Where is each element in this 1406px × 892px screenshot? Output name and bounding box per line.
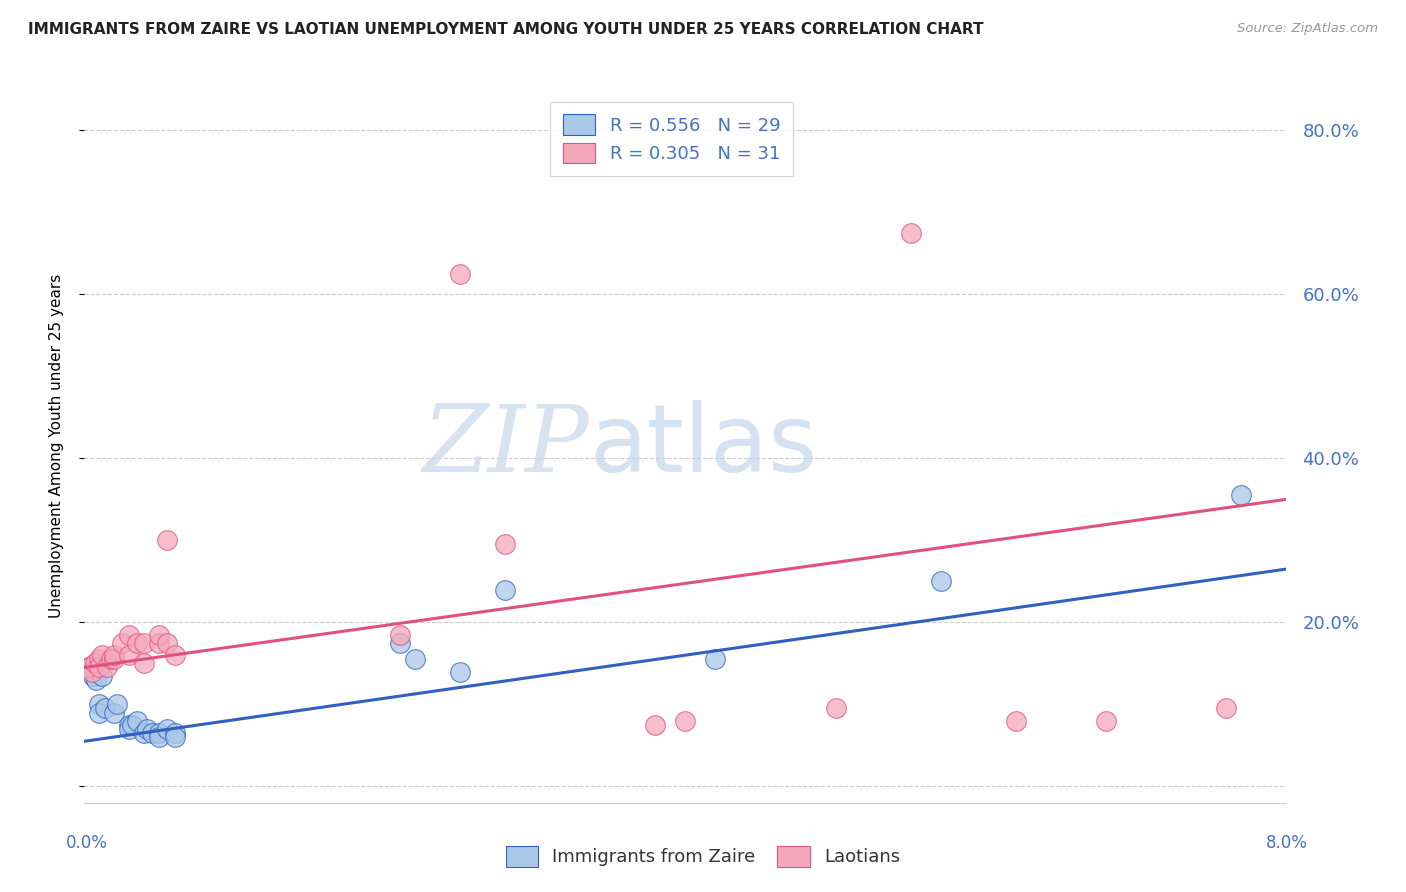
Text: 8.0%: 8.0%: [1265, 834, 1308, 852]
Point: [118, 627, 141, 641]
Point: [704, 652, 727, 666]
Legend: R = 0.556   N = 29, R = 0.305   N = 31: R = 0.556 N = 29, R = 0.305 N = 31: [550, 102, 793, 176]
Point: [449, 267, 471, 281]
Point: [148, 726, 170, 740]
Point: [141, 726, 163, 740]
Point: [156, 722, 179, 736]
Point: [89, 660, 111, 674]
Point: [125, 636, 148, 650]
Point: [80, 665, 103, 679]
Point: [900, 226, 922, 240]
Point: [96, 660, 118, 674]
Point: [125, 714, 148, 728]
Point: [404, 652, 426, 666]
Point: [103, 706, 125, 720]
Point: [163, 730, 186, 744]
Point: [1095, 714, 1118, 728]
Point: [148, 636, 170, 650]
Point: [929, 574, 952, 589]
Point: [89, 698, 111, 712]
Point: [148, 730, 170, 744]
Point: [824, 701, 846, 715]
Point: [89, 706, 111, 720]
Point: [107, 698, 129, 712]
Text: Source: ZipAtlas.com: Source: ZipAtlas.com: [1237, 22, 1378, 36]
Point: [136, 722, 159, 736]
Point: [82, 668, 104, 682]
Point: [494, 537, 516, 551]
Point: [163, 648, 186, 662]
Point: [118, 722, 141, 736]
Point: [134, 657, 156, 671]
Point: [644, 718, 666, 732]
Point: [94, 701, 117, 715]
Point: [91, 668, 114, 682]
Point: [156, 533, 179, 548]
Point: [89, 652, 111, 666]
Point: [103, 648, 125, 662]
Point: [83, 657, 105, 671]
Legend: Immigrants from Zaire, Laotians: Immigrants from Zaire, Laotians: [498, 838, 908, 874]
Point: [388, 627, 411, 641]
Point: [1215, 701, 1237, 715]
Point: [494, 582, 516, 597]
Point: [675, 714, 697, 728]
Point: [103, 652, 125, 666]
Point: [163, 726, 186, 740]
Point: [156, 636, 179, 650]
Y-axis label: Unemployment Among Youth under 25 years: Unemployment Among Youth under 25 years: [49, 274, 63, 618]
Point: [1005, 714, 1028, 728]
Point: [388, 636, 411, 650]
Point: [86, 673, 108, 687]
Point: [134, 636, 156, 650]
Point: [118, 718, 141, 732]
Point: [91, 648, 114, 662]
Point: [100, 652, 122, 666]
Point: [148, 627, 170, 641]
Text: IMMIGRANTS FROM ZAIRE VS LAOTIAN UNEMPLOYMENT AMONG YOUTH UNDER 25 YEARS CORRELA: IMMIGRANTS FROM ZAIRE VS LAOTIAN UNEMPLO…: [28, 22, 984, 37]
Text: ZIP: ZIP: [423, 401, 589, 491]
Point: [80, 665, 103, 679]
Text: atlas: atlas: [589, 400, 817, 492]
Point: [111, 636, 134, 650]
Point: [1230, 488, 1253, 502]
Point: [134, 726, 156, 740]
Point: [449, 665, 471, 679]
Text: 0.0%: 0.0%: [66, 834, 108, 852]
Point: [118, 648, 141, 662]
Point: [121, 718, 143, 732]
Point: [77, 660, 100, 674]
Point: [77, 660, 100, 674]
